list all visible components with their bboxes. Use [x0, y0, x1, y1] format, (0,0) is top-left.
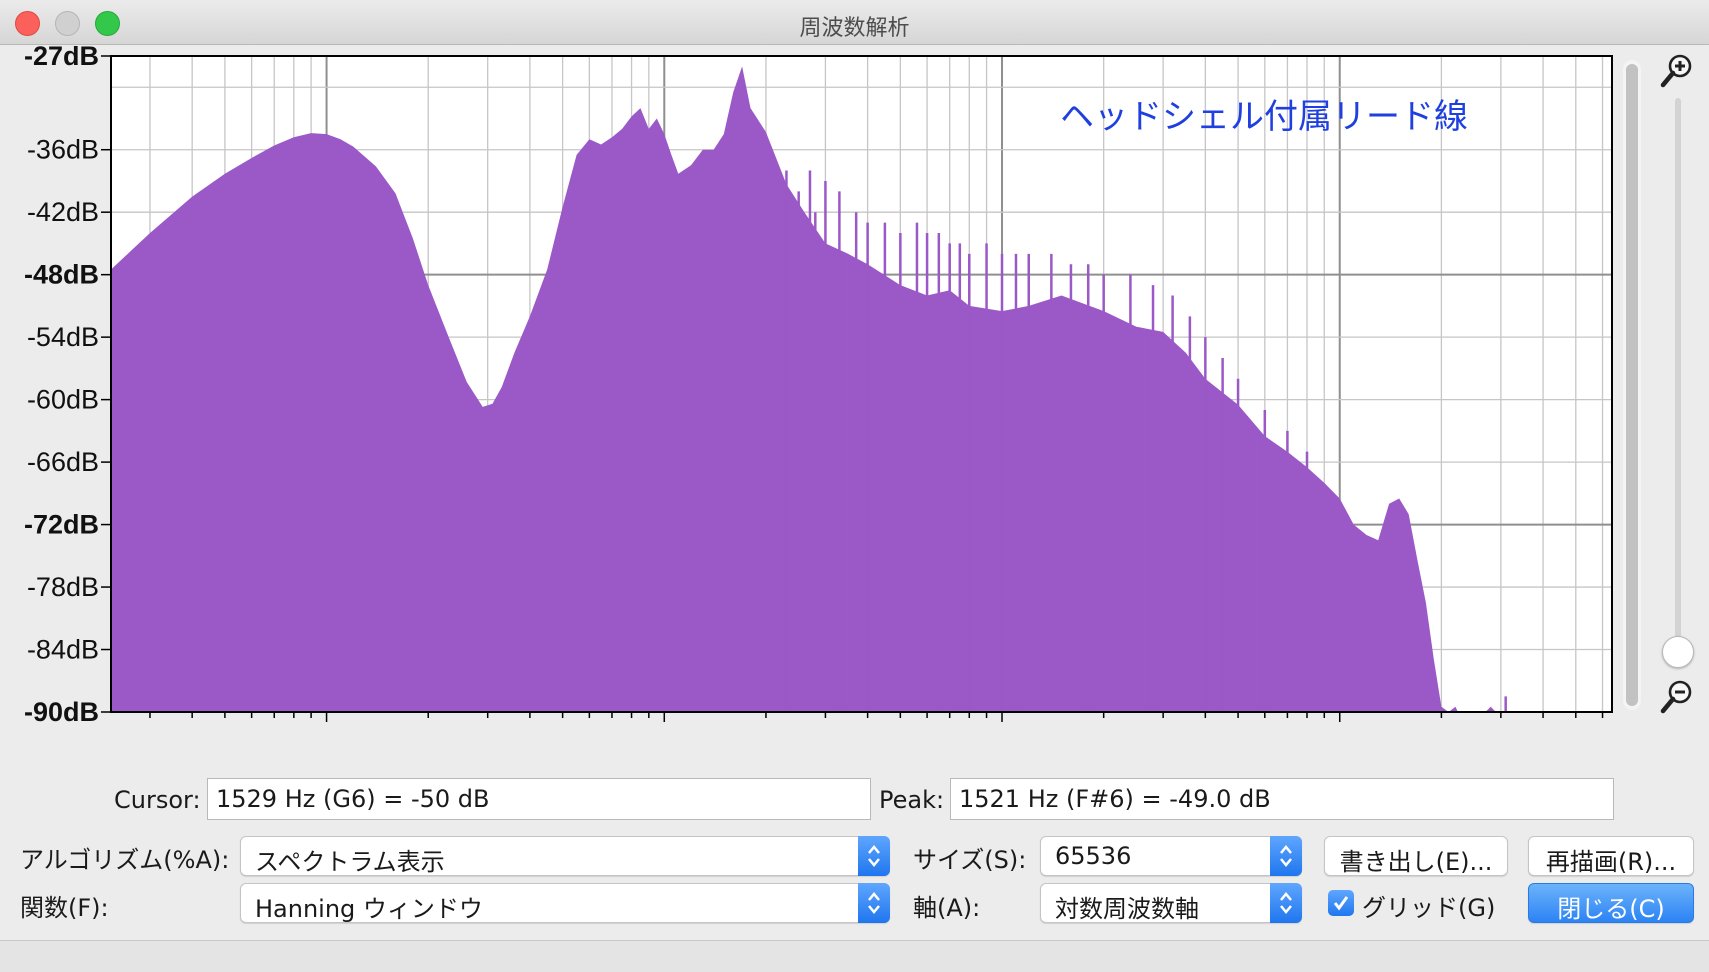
spectrum-plot[interactable]: -27dB -36dB -42dB -48dB -54dB -60dB -66dB -72dB… — [0, 46, 1620, 726]
size-select-value: 65536 — [1055, 842, 1132, 870]
plot-annotation: ヘッドシェル付属リード線 — [1060, 97, 1468, 137]
y-tick-label: -84dB — [27, 635, 99, 665]
x-tick-label: 10000.00Hz — [1267, 724, 1413, 726]
window-minimize-button[interactable] — [55, 11, 80, 36]
y-tick-label: -27dB — [24, 46, 99, 71]
export-button[interactable]: 書き出し(E)... — [1324, 836, 1508, 876]
title-bar: 周波数解析 — [0, 0, 1709, 45]
function-label: 関数(F): — [20, 894, 109, 922]
select-arrows-icon — [1270, 836, 1302, 876]
select-arrows-icon — [858, 836, 890, 876]
zoom-slider-track[interactable] — [1675, 98, 1681, 668]
function-select[interactable]: Hanning ウィンドウ — [240, 883, 890, 923]
spectrum-spikes — [757, 160, 1507, 712]
window-title: 周波数解析 — [799, 16, 910, 41]
checkmark-icon — [1333, 896, 1349, 911]
x-tick-label: 3.00Hz — [107, 724, 193, 726]
axis-select-value: 対数周波数軸 — [1055, 895, 1199, 923]
cursor-label: Cursor: — [114, 786, 201, 814]
replot-button[interactable]: 再描画(R)... — [1528, 836, 1694, 876]
algorithm-select[interactable]: スペクトラム表示 — [240, 836, 890, 876]
zoom-out-icon[interactable] — [1660, 678, 1696, 714]
window-close-button[interactable] — [15, 11, 40, 36]
y-tick-label: -42dB — [27, 197, 99, 227]
spectrum-series — [111, 66, 1612, 712]
select-arrows-icon — [858, 883, 890, 923]
size-select[interactable]: 65536 — [1040, 836, 1302, 876]
y-tick-label: -90dB — [24, 697, 99, 726]
y-tick-label: -78dB — [27, 572, 99, 602]
grid-checkbox-label[interactable]: グリッド(G) — [1362, 894, 1496, 922]
x-axis-labels: 3.00Hz 10.00Hz 30.00Hz 100.00Hz 300.00Hz 1000… — [107, 712, 1616, 726]
close-button[interactable]: 閉じる(C) — [1528, 883, 1694, 923]
vertical-scrollbar[interactable] — [1623, 60, 1641, 710]
function-select-value: Hanning ウィンドウ — [255, 895, 483, 923]
y-tick-label: -72dB — [24, 510, 99, 540]
x-tick-label: 10.00Hz — [276, 724, 377, 726]
select-arrows-icon — [1270, 883, 1302, 923]
zoom-in-icon[interactable] — [1660, 52, 1696, 88]
window-zoom-button[interactable] — [95, 11, 120, 36]
x-tick-label: 100.00Hz — [606, 724, 722, 726]
cursor-readout: 1529 Hz (G6) = -50 dB — [207, 778, 871, 820]
status-bar — [0, 940, 1709, 972]
x-tick-label: 300.00Hz — [768, 724, 884, 726]
zoom-slider-knob[interactable] — [1662, 636, 1694, 668]
plot-frame — [110, 55, 1613, 713]
y-tick-label: -36dB — [27, 135, 99, 165]
y-tick-label: -60dB — [27, 385, 99, 415]
x-tick-label: 30.00Hz — [437, 724, 538, 726]
axis-select[interactable]: 対数周波数軸 — [1040, 883, 1302, 923]
axis-label: 軸(A): — [913, 894, 981, 922]
algorithm-label: アルゴリズム(%A): — [20, 846, 230, 874]
algorithm-select-value: スペクトラム表示 — [255, 848, 445, 876]
x-tick-label: 40000.00Hz — [1470, 724, 1616, 726]
grid-checkbox[interactable] — [1328, 890, 1354, 916]
size-label: サイズ(S): — [913, 846, 1027, 874]
y-axis-labels: -27dB -36dB -42dB -48dB -54dB -60dB -66dB -72dB… — [24, 46, 111, 726]
peak-readout: 1521 Hz (F#6) = -49.0 dB — [950, 778, 1614, 820]
peak-label: Peak: — [879, 786, 945, 814]
x-tick-label: 1000.00Hz — [937, 724, 1068, 726]
y-tick-label: -48dB — [24, 260, 99, 290]
y-tick-label: -54dB — [27, 322, 99, 352]
y-tick-label: -66dB — [27, 447, 99, 477]
scrollbar-thumb[interactable] — [1626, 64, 1638, 706]
